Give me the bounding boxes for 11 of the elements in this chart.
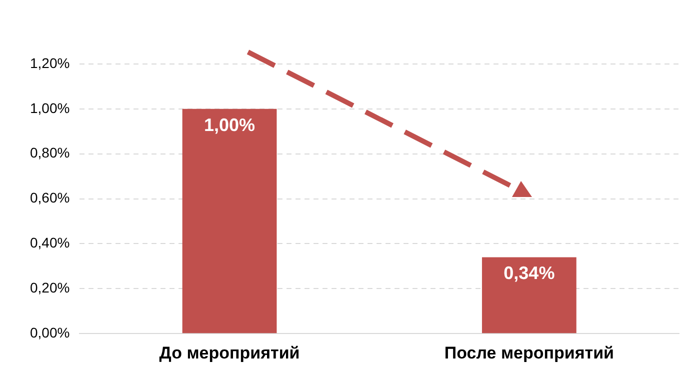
y-tick-label: 1,20% bbox=[30, 54, 70, 71]
y-tick-label: 0,20% bbox=[30, 280, 70, 296]
x-tick-label: После мероприятий bbox=[444, 343, 614, 362]
data-label: 1,00% bbox=[204, 114, 256, 135]
data-label: 0,34% bbox=[504, 263, 555, 284]
y-tick-label: 0,40% bbox=[30, 234, 70, 251]
x-tick-label: До мероприятий bbox=[159, 343, 300, 362]
y-tick-label: 0,80% bbox=[30, 144, 70, 161]
y-tick-label: 0,00% bbox=[30, 324, 70, 340]
y-tick-label: 0,60% bbox=[30, 190, 70, 206]
y-tick-label: 1,00% bbox=[30, 100, 70, 116]
